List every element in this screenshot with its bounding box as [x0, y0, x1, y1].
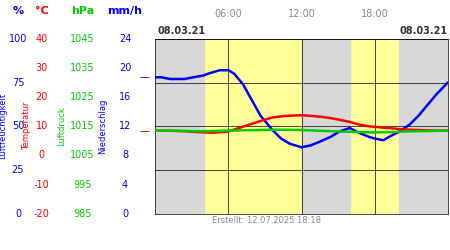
Text: 1005: 1005 — [70, 150, 94, 160]
Text: hPa: hPa — [71, 6, 94, 16]
Text: 4: 4 — [122, 180, 128, 190]
Text: %: % — [13, 6, 23, 16]
Text: 100: 100 — [9, 34, 27, 44]
Text: Luftfeuchtigkeit: Luftfeuchtigkeit — [0, 93, 7, 159]
Text: 20: 20 — [119, 63, 131, 73]
Text: 985: 985 — [73, 209, 92, 219]
Bar — [350, 39, 400, 214]
Text: Temperatur: Temperatur — [22, 102, 31, 150]
Text: mm/h: mm/h — [108, 6, 143, 16]
Text: —: — — [139, 72, 149, 82]
Bar — [203, 39, 302, 214]
Text: 18:00: 18:00 — [361, 9, 388, 19]
Text: 50: 50 — [12, 121, 24, 131]
Text: 75: 75 — [12, 78, 24, 88]
Text: 08.03.21: 08.03.21 — [158, 26, 206, 36]
Text: 16: 16 — [119, 92, 131, 102]
Text: 30: 30 — [36, 63, 48, 73]
Text: 1035: 1035 — [70, 63, 94, 73]
Bar — [155, 39, 203, 214]
Bar — [400, 39, 448, 214]
Text: 25: 25 — [12, 165, 24, 175]
Text: 1015: 1015 — [70, 121, 94, 131]
Text: 0: 0 — [15, 209, 21, 219]
Text: 20: 20 — [36, 92, 48, 102]
Text: 10: 10 — [36, 121, 48, 131]
Text: 0: 0 — [122, 209, 128, 219]
Text: -20: -20 — [34, 209, 50, 219]
Text: Niederschlag: Niederschlag — [98, 98, 107, 154]
Text: 995: 995 — [73, 180, 92, 190]
Text: —: — — [139, 126, 149, 136]
Text: Erstellt: 12.07.2025 18:18: Erstellt: 12.07.2025 18:18 — [212, 216, 321, 225]
Text: 40: 40 — [36, 34, 48, 44]
Text: Luftdruck: Luftdruck — [58, 106, 67, 146]
Text: 1025: 1025 — [70, 92, 94, 102]
Text: -10: -10 — [34, 180, 50, 190]
Text: 08.03.21: 08.03.21 — [400, 26, 448, 36]
Text: 12: 12 — [119, 121, 131, 131]
Text: °C: °C — [35, 6, 49, 16]
Text: 8: 8 — [122, 150, 128, 160]
Text: 24: 24 — [119, 34, 131, 44]
Text: —: — — [139, 126, 149, 136]
Text: 06:00: 06:00 — [215, 9, 242, 19]
Bar — [302, 39, 350, 214]
Text: 1045: 1045 — [70, 34, 94, 44]
Text: 0: 0 — [39, 150, 45, 160]
Text: 12:00: 12:00 — [288, 9, 315, 19]
